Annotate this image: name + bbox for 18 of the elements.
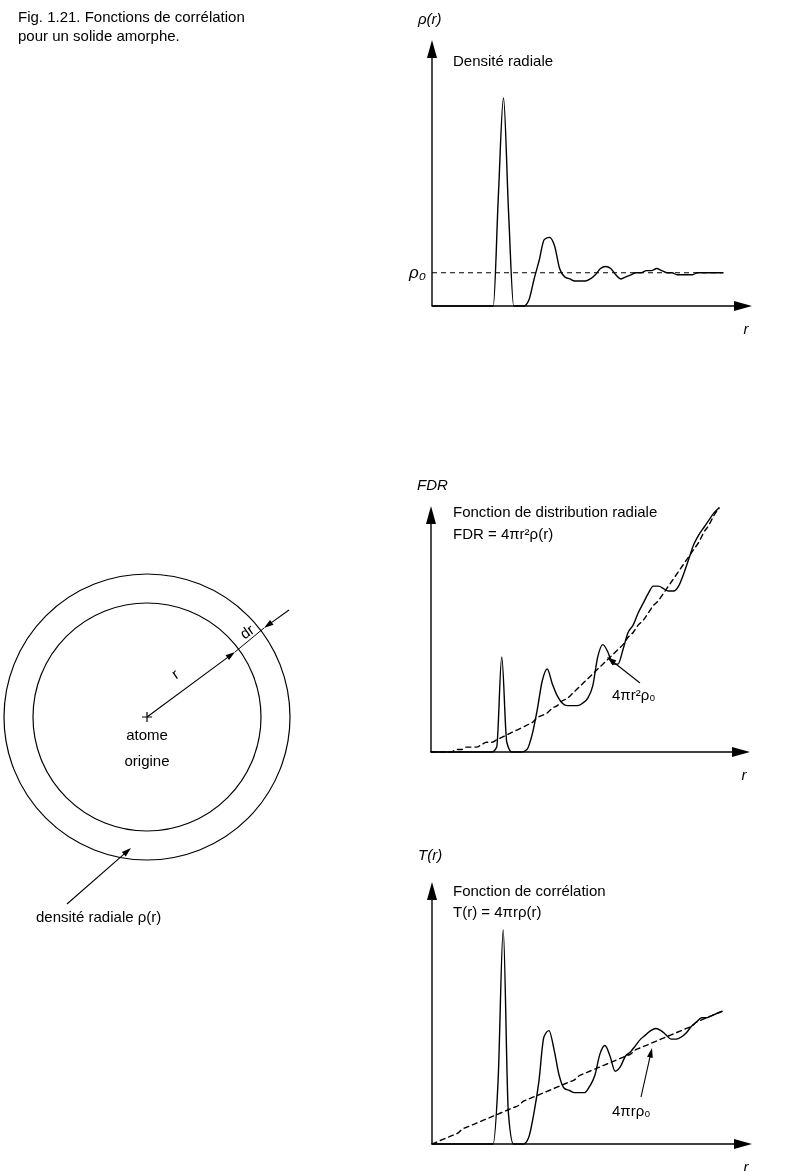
text: Fig. 1.21. Fonctions de corrélation pour un solide amorphe.	[18, 8, 245, 44]
x-axis-title: r	[743, 320, 750, 337]
chart-title: Fonction de corrélation	[453, 882, 606, 899]
chart-subtitle: T(r) = 4πrρ(r)	[453, 903, 542, 920]
annotation: 4πr²ρ₀	[612, 686, 656, 703]
annotation: 4πrρ₀	[612, 1102, 651, 1119]
text: atome origine	[124, 726, 170, 769]
y-axis-title: FDR	[417, 476, 448, 493]
text: dr	[236, 620, 258, 643]
x-axis-title: r	[741, 766, 748, 783]
text: densité radiale ρ(r)	[36, 908, 162, 925]
text: r	[167, 665, 182, 682]
text: FDR = 4πr²ρ(r)	[453, 525, 554, 542]
chart-title: Fonction de distribution radiale	[453, 503, 658, 520]
chart-title: Densité radiale	[453, 52, 554, 69]
ref-line-label: ρ₀	[408, 262, 426, 282]
y-axis-title: T(r)	[418, 846, 443, 863]
y-axis-title: ρ(r)	[417, 10, 442, 27]
